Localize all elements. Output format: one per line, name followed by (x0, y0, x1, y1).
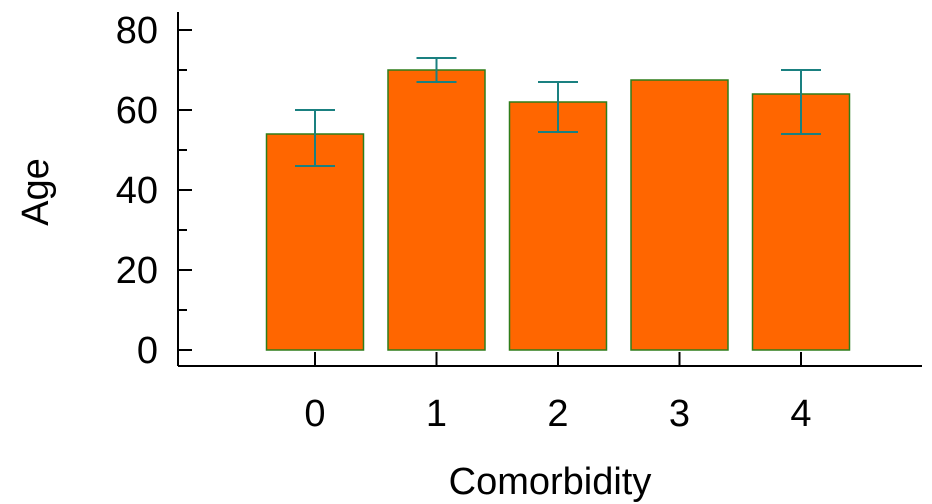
x-axis-label: Comorbidity (449, 461, 652, 503)
tick-labels: 0 20 40 60 80 0 1 2 3 4 (116, 10, 812, 435)
axes (177, 12, 922, 367)
y-tick-label: 0 (137, 330, 158, 372)
error-bar-2 (538, 81, 578, 133)
x-tick-label: 1 (426, 393, 447, 435)
x-tick-label: 4 (790, 393, 811, 435)
bar-4 (751, 93, 851, 351)
y-tick-label: 60 (116, 90, 158, 132)
bar-3 (630, 79, 729, 351)
axis-ticks (178, 29, 802, 366)
x-tick-label: 2 (547, 393, 568, 435)
y-tick-label: 80 (116, 10, 158, 52)
bar-2 (508, 101, 608, 351)
error-bar-0 (295, 109, 335, 167)
y-tick-label: 20 (116, 250, 158, 292)
x-tick-label: 0 (304, 393, 325, 435)
x-tick-label: 3 (669, 393, 690, 435)
error-bar-4 (781, 69, 821, 135)
error-bars (295, 57, 821, 167)
y-tick-label: 40 (116, 170, 158, 212)
error-bar-1 (416, 57, 457, 83)
bar-0 (265, 133, 365, 351)
bar-1 (387, 69, 486, 351)
bars (265, 69, 851, 351)
y-axis-label: Age (15, 158, 57, 226)
